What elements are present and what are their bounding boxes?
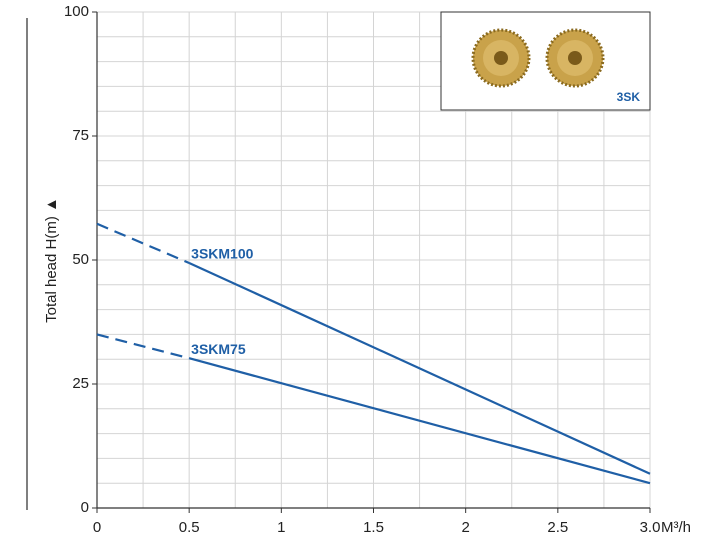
line-segment [96, 222, 190, 264]
x-axis-label: M³/h [661, 519, 691, 536]
line-segment [188, 357, 651, 485]
x-tick-label: 0 [93, 519, 101, 536]
line-segment [96, 333, 190, 360]
y-tick-label: 50 [72, 251, 89, 268]
line-segment [188, 261, 651, 475]
inset-label: 3SK [617, 90, 641, 104]
x-tick-label: 0.5 [179, 519, 200, 536]
y-tick-label: 100 [64, 3, 89, 20]
gear [471, 28, 531, 88]
x-tick-label: 2 [461, 519, 469, 536]
inset: 3SK [440, 11, 651, 111]
x-tick-label: 3.0 [640, 519, 661, 536]
y-tick-label: 75 [72, 127, 89, 144]
x-tick-label: 1 [277, 519, 285, 536]
gear [545, 28, 605, 88]
line-label: 3SKM75 [191, 341, 246, 357]
x-tick-label: 1.5 [363, 519, 384, 536]
y-axis-label: Total head H(m) ▲ [43, 197, 60, 323]
x-tick-label: 2.5 [547, 519, 568, 536]
y-tick-label: 0 [81, 499, 89, 516]
y-tick-label: 25 [72, 375, 89, 392]
line-label: 3SKM100 [191, 246, 253, 262]
